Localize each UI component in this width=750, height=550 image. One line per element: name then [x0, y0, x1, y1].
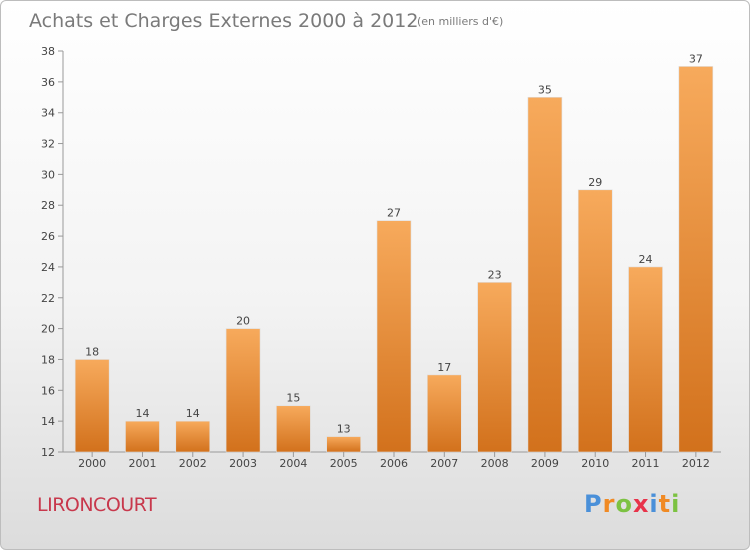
commune-name: LIRONCOURT	[37, 494, 157, 516]
logo-letter: t	[658, 490, 672, 518]
logo-letter: r	[602, 490, 616, 518]
y-tick-label: 16	[41, 384, 55, 397]
bar-2009	[527, 96, 563, 453]
bar-2008	[477, 282, 512, 453]
x-tick-label-2003: 2003	[229, 457, 257, 470]
logo-letter: i	[671, 490, 681, 518]
bar-2007	[427, 374, 462, 453]
y-tick-label: 32	[41, 138, 55, 151]
x-tick-label-2008: 2008	[481, 457, 509, 470]
bar-2011	[628, 266, 663, 453]
y-axis-ticks: 12 14 16 18 20 22 24 26 28 30 32 34 36 38	[41, 45, 63, 459]
x-tick-label-2001: 2001	[128, 457, 156, 470]
x-tick-label-2007: 2007	[430, 457, 458, 470]
x-tick-label-2005: 2005	[330, 457, 358, 470]
y-tick-label: 18	[41, 353, 55, 366]
data-label-2011: 24	[639, 253, 653, 266]
data-label-2006: 27	[387, 207, 401, 220]
logo-letter: o	[615, 490, 633, 518]
proxiti-logo: Proxiti	[584, 490, 680, 518]
x-tick-label-2006: 2006	[380, 457, 408, 470]
data-label-2004: 15	[286, 392, 300, 405]
bar-2005	[326, 436, 361, 453]
y-tick-label: 30	[41, 168, 55, 181]
y-tick-label: 36	[41, 76, 55, 89]
data-label-2000: 18	[85, 345, 99, 358]
bar-2001	[125, 420, 160, 453]
bar-2012	[678, 66, 714, 453]
data-label-2005: 13	[337, 423, 351, 436]
x-tick-label-2011: 2011	[632, 457, 660, 470]
bar-2003	[225, 328, 261, 453]
logo-letter: P	[584, 490, 603, 518]
data-label-2003: 20	[236, 315, 250, 328]
bar-2006	[376, 220, 412, 453]
y-tick-label: 24	[41, 261, 55, 274]
y-tick-label: 38	[41, 45, 55, 58]
bar-2004	[276, 405, 311, 453]
y-tick-label: 12	[41, 446, 55, 459]
y-tick-label: 22	[41, 292, 55, 305]
x-tick-label-2010: 2010	[581, 457, 609, 470]
y-tick-label: 34	[41, 107, 55, 120]
x-axis-ticks: 2000 2001 2002 2003 2004 2005 2006 2007 2008 2009…	[78, 452, 710, 470]
y-tick-label: 26	[41, 230, 55, 243]
data-label-2012: 37	[689, 52, 703, 65]
bars: 18 14 14 20 15 13 27 17 23 35 29 24 37	[74, 52, 714, 453]
x-tick-label-2012: 2012	[682, 457, 710, 470]
data-label-2002: 14	[186, 407, 200, 420]
data-label-2001: 14	[135, 407, 149, 420]
x-tick-label-2002: 2002	[179, 457, 207, 470]
bar-2002	[175, 420, 211, 453]
logo-letter: i	[649, 490, 659, 518]
data-label-2008: 23	[488, 268, 502, 281]
data-label-2009: 35	[538, 83, 552, 96]
bar-2000	[74, 359, 110, 453]
data-label-2007: 17	[437, 361, 451, 374]
x-tick-label-2009: 2009	[531, 457, 559, 470]
chart-subtitle: (en milliers d'€)	[417, 15, 503, 28]
data-label-2010: 29	[588, 176, 602, 189]
x-tick-label-2000: 2000	[78, 457, 106, 470]
x-tick-label-2004: 2004	[279, 457, 307, 470]
y-tick-label: 20	[41, 323, 55, 336]
bar-2010	[577, 189, 613, 453]
y-tick-label: 28	[41, 199, 55, 212]
y-tick-label: 14	[41, 415, 55, 428]
logo-letter: x	[632, 490, 650, 518]
chart-title: Achats et Charges Externes 2000 à 2012	[29, 10, 418, 32]
